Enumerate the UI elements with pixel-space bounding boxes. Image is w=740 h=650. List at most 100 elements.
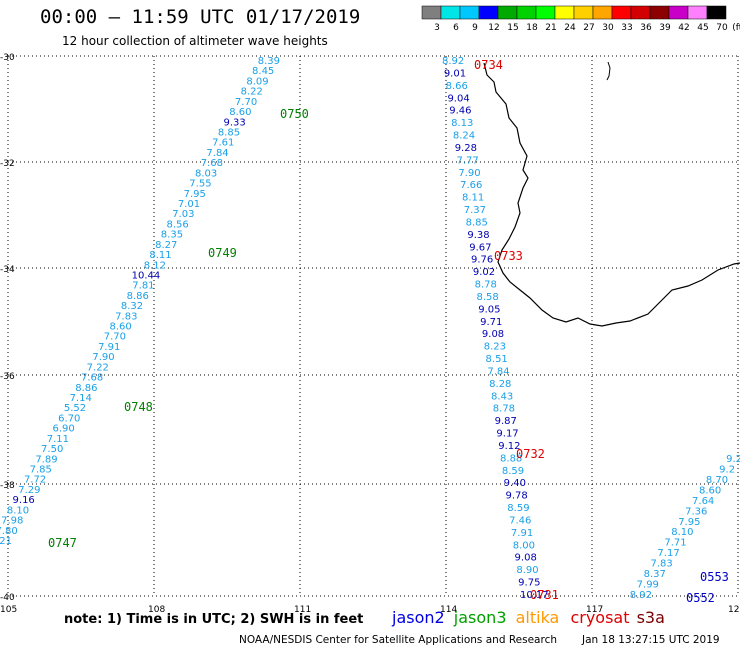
- wave-height-value: 8.59: [502, 466, 524, 477]
- wave-height-value: 7.50: [41, 444, 63, 455]
- color-scale-swatch: [478, 5, 499, 20]
- color-scale-swatch: [592, 5, 613, 20]
- color-scale-label: 39: [659, 23, 671, 33]
- pass-time-label: 0732: [516, 447, 545, 461]
- wave-height-value: 8.90: [516, 565, 538, 576]
- color-scale-label: 42: [678, 23, 689, 33]
- wave-height-value: 7.37: [464, 205, 486, 216]
- wave-height-value: 7.90: [458, 168, 480, 179]
- wave-height-value: 7.66: [460, 180, 482, 191]
- wave-height-value: 9.71: [480, 317, 502, 328]
- wave-height-value: 7.89: [35, 454, 57, 465]
- pass-time-label: 0733: [494, 249, 523, 263]
- wave-height-value: 7.61: [212, 138, 234, 149]
- wave-height-value: 7.91: [98, 342, 120, 353]
- wave-height-value: 9.67: [469, 242, 491, 253]
- wave-height-value: 8.12: [144, 260, 166, 271]
- legend-jason3: jason3: [453, 608, 507, 627]
- wave-height-value: 8.86: [127, 291, 149, 302]
- wave-height-value: 8.92: [630, 590, 652, 601]
- wave-height-value: 8.66: [446, 81, 468, 92]
- latitude-label: -34: [0, 265, 15, 275]
- wave-height-value: 8.60: [699, 485, 721, 496]
- color-scale-swatch: [497, 5, 518, 20]
- wave-height-value: 9.17: [496, 429, 518, 440]
- wave-height-value: 8.86: [75, 383, 97, 394]
- latitude-label: -40: [0, 593, 15, 603]
- color-scale-swatch: [706, 5, 727, 20]
- wave-height-value: 9.38: [467, 230, 489, 241]
- pass-time-label: 0731: [530, 588, 559, 602]
- color-scale-label: 18: [526, 23, 538, 33]
- color-scale-swatch: [535, 5, 556, 20]
- longitude-label: 105: [0, 605, 17, 615]
- wave-height-value: 9.05: [478, 304, 500, 315]
- wave-height-value: 8.78: [475, 280, 497, 291]
- pass-time-label: 0747: [48, 536, 77, 550]
- wave-height-value: 8.03: [195, 168, 217, 179]
- wave-height-value: 8.58: [476, 292, 498, 303]
- footer-credit: NOAA/NESDIS Center for Satellite Applica…: [239, 634, 557, 646]
- wave-height-value: 8.78: [493, 404, 515, 415]
- wave-height-value: 7.91: [511, 528, 533, 539]
- color-scale-label: 70: [716, 23, 728, 33]
- wave-height-value: 7.95: [184, 189, 206, 200]
- color-scale-label: (ft): [732, 23, 740, 33]
- wave-height-value: 8.11: [149, 250, 171, 261]
- wave-height-value: 7.99: [637, 580, 659, 591]
- wave-height-value: 7.70: [235, 97, 257, 108]
- footer-timestamp: Jan 18 13:27:15 UTC 2019: [582, 634, 720, 646]
- wave-height-value: 7.72: [24, 475, 46, 486]
- color-scale-label: 9: [472, 23, 478, 33]
- wave-height-value: 8.13: [451, 118, 473, 129]
- color-scale-label: 30: [602, 23, 614, 33]
- page-title: 00:00 – 11:59 UTC 01/17/2019: [40, 6, 361, 28]
- satellite-legend: jason2 jason3 altika cryosat s3a: [392, 608, 665, 627]
- wave-height-value: 9.12: [498, 441, 520, 452]
- color-scale-label: 6: [453, 23, 459, 33]
- wave-height-value: 9.76: [471, 255, 493, 266]
- pass-time-label: 0552: [686, 591, 715, 605]
- color-scale-swatch: [630, 5, 651, 20]
- wave-height-value: 5.52: [64, 403, 86, 414]
- color-scale-label: 15: [507, 23, 518, 33]
- latitude-label: -36: [0, 372, 15, 382]
- pass-time-label: 0749: [208, 246, 237, 260]
- wave-height-value: 10.17: [520, 590, 549, 601]
- pass-time-label: 0748: [124, 400, 153, 414]
- wave-height-value: 7.81: [132, 281, 154, 292]
- color-scale-swatch: [421, 5, 442, 20]
- wave-height-value: 7.29: [18, 485, 40, 496]
- wave-height-value: 7.80: [0, 526, 18, 537]
- legend-s3a: s3a: [636, 608, 665, 627]
- wave-height-value: 7.64: [692, 496, 714, 507]
- wave-height-value: 7.11: [47, 434, 69, 445]
- longitude-label: 117: [586, 605, 603, 615]
- wave-height-value: 8.10: [7, 505, 29, 516]
- note-text: note: 1) Time is in UTC; 2) SWH is in fe…: [64, 612, 364, 627]
- wave-height-value: 7.83: [651, 559, 673, 570]
- wave-height-value: 9.87: [495, 416, 517, 427]
- wave-height-value: 9.78: [505, 491, 527, 502]
- wave-height-value: 7.77: [457, 155, 479, 166]
- legend-jason2: jason2: [392, 608, 445, 627]
- wave-height-value: 9.46: [449, 106, 471, 117]
- color-scale-swatch: [687, 5, 708, 20]
- wave-height-value: 9.33: [224, 117, 246, 128]
- wave-height-value: 9.2: [726, 454, 740, 465]
- wave-height-value: 8.10: [671, 527, 693, 538]
- wave-height-value: 9.08: [515, 553, 537, 564]
- wave-height-value: 7.22: [87, 362, 109, 373]
- color-scale-label: 36: [640, 23, 652, 33]
- pass-time-label: 0750: [280, 107, 309, 121]
- wave-height-value: 8.51: [486, 354, 508, 365]
- wave-height-value: 8.22: [241, 87, 263, 98]
- wave-height-value: 9.02: [473, 267, 495, 278]
- wave-height-value: 6.70: [58, 413, 80, 424]
- wave-height-value: 8.28: [489, 379, 511, 390]
- wave-height-value: 7.90: [92, 352, 114, 363]
- wave-height-value: 7.14: [70, 393, 92, 404]
- latitude-label: -32: [0, 159, 15, 169]
- wave-height-value: 7.21: [0, 536, 12, 547]
- wave-height-value: 8.85: [218, 127, 240, 138]
